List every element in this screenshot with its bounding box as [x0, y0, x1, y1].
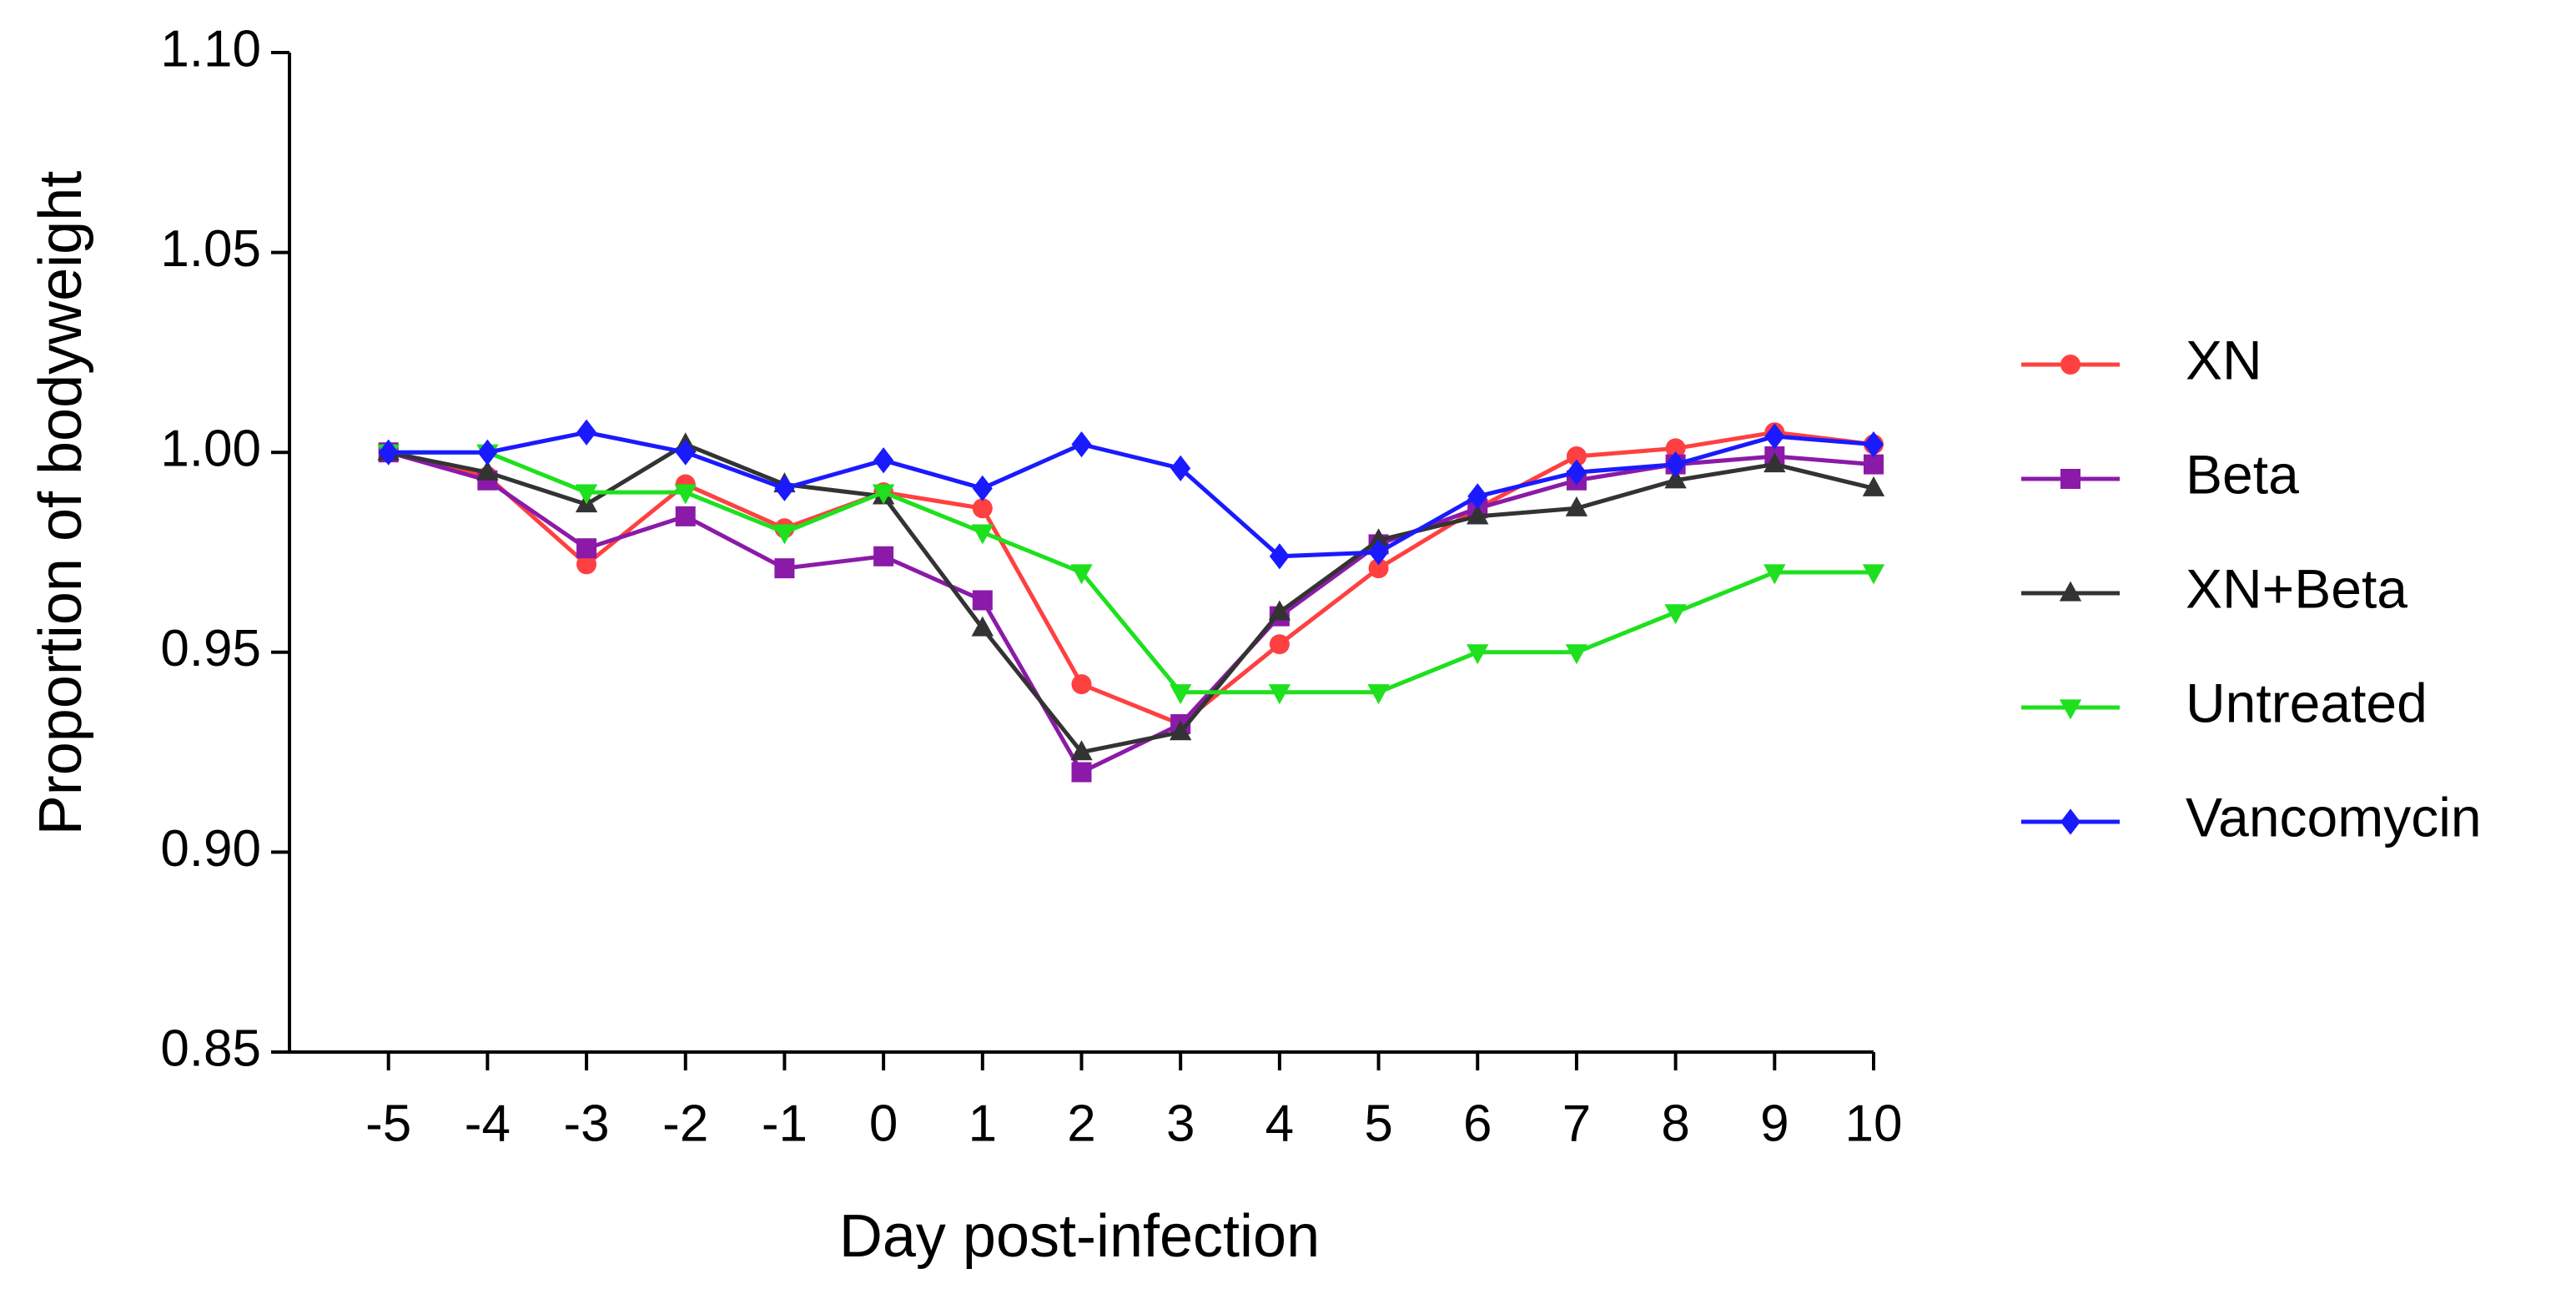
marker — [971, 616, 994, 637]
marker — [1169, 684, 1192, 705]
x-tick-label: 5 — [1364, 1095, 1392, 1152]
marker — [1367, 684, 1390, 705]
marker — [774, 475, 795, 501]
x-tick-label: -2 — [662, 1095, 708, 1152]
marker — [1665, 451, 1686, 478]
marker — [872, 484, 895, 505]
marker — [1862, 564, 1885, 585]
marker — [1268, 600, 1291, 621]
legend-marker — [2059, 581, 2082, 602]
x-tick-label: 2 — [1067, 1095, 1095, 1152]
y-axis-title: Proportion of bodyweight — [28, 171, 94, 836]
x-tick-label: 3 — [1166, 1095, 1195, 1152]
marker — [972, 475, 993, 501]
x-tick-label: 4 — [1265, 1095, 1294, 1152]
marker — [1269, 543, 1290, 570]
series-line — [388, 450, 1874, 775]
marker — [1764, 423, 1785, 450]
y-tick-label: 1.05 — [160, 220, 261, 278]
legend-label: Untreated — [2186, 672, 2428, 733]
marker — [675, 506, 696, 526]
marker — [476, 460, 499, 481]
marker — [972, 498, 993, 519]
marker — [1665, 438, 1686, 459]
marker — [1170, 455, 1191, 481]
x-tick-label: 6 — [1463, 1095, 1492, 1152]
y-tick-label: 0.95 — [160, 620, 261, 677]
legend-marker — [2060, 469, 2080, 489]
series-line — [388, 441, 1874, 755]
marker — [576, 419, 597, 446]
marker — [1071, 431, 1092, 458]
marker — [1071, 674, 1092, 695]
x-tick-label: 7 — [1562, 1095, 1591, 1152]
legend-label: Vancomycin — [2186, 786, 2482, 848]
y-tick-label: 0.85 — [160, 1020, 261, 1077]
legend-marker — [2059, 699, 2082, 720]
marker — [477, 439, 498, 466]
marker — [378, 439, 399, 466]
marker — [1268, 684, 1291, 705]
series-line — [388, 430, 1874, 559]
x-tick-label: 10 — [1845, 1095, 1903, 1152]
marker — [873, 447, 894, 474]
y-tick-label: 0.90 — [160, 820, 261, 878]
marker — [575, 484, 598, 505]
x-tick-label: 8 — [1661, 1095, 1689, 1152]
series-line — [388, 450, 1874, 695]
marker — [576, 554, 597, 575]
marker — [576, 538, 597, 559]
marker — [1864, 431, 1884, 458]
marker — [774, 558, 795, 579]
x-tick-label: -3 — [563, 1095, 609, 1152]
x-tick-label: -5 — [365, 1095, 411, 1152]
marker — [1566, 459, 1587, 486]
marker — [1864, 454, 1884, 475]
marker — [1467, 483, 1488, 510]
marker — [1763, 452, 1786, 473]
marker — [1070, 564, 1093, 585]
x-tick-label: 1 — [969, 1095, 997, 1152]
marker — [675, 439, 696, 466]
marker — [1664, 468, 1687, 489]
x-tick-label: 9 — [1760, 1095, 1789, 1152]
marker — [1169, 720, 1192, 741]
marker — [1070, 740, 1093, 761]
legend-label: Beta — [2186, 443, 2299, 505]
marker — [1467, 644, 1489, 665]
x-tick-label: 0 — [869, 1095, 898, 1152]
marker — [1566, 446, 1587, 466]
series-line — [388, 430, 1874, 727]
marker — [1071, 762, 1092, 783]
marker — [972, 590, 993, 611]
marker — [1269, 634, 1290, 655]
marker — [1862, 476, 1885, 496]
marker — [674, 484, 697, 505]
marker — [971, 524, 994, 545]
x-tick-label: -4 — [465, 1095, 511, 1152]
legend-marker — [2060, 808, 2080, 835]
legend-marker — [2060, 355, 2080, 375]
legend-label: XN — [2186, 329, 2262, 390]
marker — [1565, 496, 1588, 516]
marker — [1467, 504, 1489, 525]
x-axis-title: Day post-infection — [839, 1203, 1320, 1270]
marker — [1368, 558, 1389, 579]
marker — [773, 524, 796, 545]
marker — [1664, 604, 1687, 625]
marker — [1565, 644, 1588, 665]
y-tick-label: 1.10 — [160, 20, 261, 78]
marker — [873, 546, 894, 566]
marker — [1368, 539, 1389, 566]
marker — [1367, 528, 1390, 549]
legend-label: XN+Beta — [2186, 557, 2407, 619]
x-tick-label: -1 — [762, 1095, 808, 1152]
y-tick-label: 1.00 — [160, 420, 261, 478]
marker — [1763, 564, 1786, 585]
